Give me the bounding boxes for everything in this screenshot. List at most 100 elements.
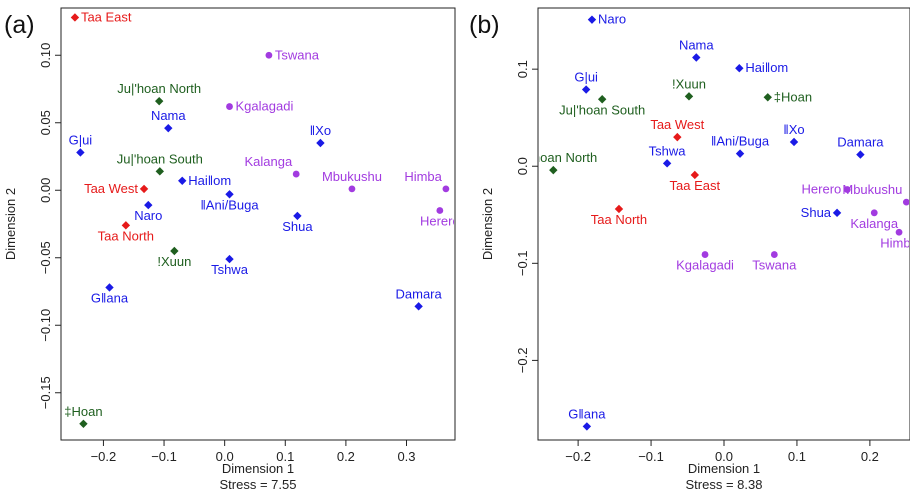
data-point — [226, 103, 233, 110]
point-label: G|ui — [69, 132, 93, 147]
data-point — [79, 419, 88, 428]
point-label: Herero — [802, 182, 842, 197]
point-label: Ju|'hoan North — [513, 150, 597, 165]
point-label: Herero — [420, 214, 460, 229]
data-point — [154, 96, 164, 106]
y-tick-label: 0.0 — [515, 157, 530, 175]
data-point — [170, 246, 179, 256]
panel-b: (b) −0.2 −0.1 0.0 0.1 0.2 −0.2 −0.1 0.0 0.1 Naro… — [469, 7, 910, 492]
point-label: Shua — [282, 219, 313, 234]
data-point — [265, 51, 273, 59]
x-tick-label: 0.0 — [216, 449, 234, 464]
data-point — [442, 185, 450, 193]
data-point — [684, 92, 694, 101]
plot-a-xlabel: Dimension 1 — [222, 461, 294, 476]
data-point — [225, 254, 234, 264]
data-point — [155, 167, 165, 176]
point-label: ‖Xo — [783, 122, 804, 137]
point-label: Taa West — [84, 181, 138, 196]
data-point — [832, 208, 842, 218]
point-label: Taa East — [670, 178, 721, 193]
point-label: Taa West — [650, 117, 704, 132]
data-point — [121, 221, 131, 230]
data-point — [614, 204, 624, 214]
point-label: Shua — [801, 205, 832, 220]
plot-b-axes: −0.2 −0.1 0.0 0.1 0.2 −0.2 −0.1 0.0 0.1 — [515, 60, 879, 464]
data-point — [662, 159, 672, 168]
data-point — [735, 149, 745, 158]
data-point — [582, 422, 592, 431]
data-point — [581, 85, 591, 94]
data-point — [549, 165, 558, 175]
x-tick-label: −0.1 — [638, 449, 664, 464]
data-point — [144, 200, 153, 210]
data-point — [902, 198, 909, 206]
plot-a-ylabel: Dimension 2 — [3, 188, 18, 260]
panel-a: (a) −0.2 −0.1 0.0 0.1 0.2 0.3 −0.15 −0.10 −0.05 0… — [3, 7, 460, 492]
data-point — [178, 176, 187, 185]
data-point — [348, 185, 356, 193]
point-label: !Xuun — [157, 254, 191, 269]
plot-b-xlabel: Dimension 1 — [688, 461, 760, 476]
point-label: ‖Ani/Buga — [200, 197, 259, 212]
point-label: G|ui — [574, 70, 598, 85]
data-point — [414, 302, 423, 311]
point-label: !Xuun — [672, 76, 706, 91]
data-point — [164, 123, 173, 133]
point-label: ‡Hoan — [64, 404, 102, 419]
y-tick-label: 0.1 — [515, 60, 530, 78]
x-tick-label: −0.1 — [151, 449, 177, 464]
y-tick-label: −0.2 — [515, 348, 530, 374]
point-label: Himba — [880, 235, 910, 250]
y-tick-label: −0.05 — [38, 241, 53, 274]
point-label: G‖ana — [568, 406, 606, 421]
data-point — [436, 207, 444, 214]
data-point — [225, 190, 234, 199]
data-point — [789, 137, 799, 147]
data-point — [292, 170, 300, 178]
point-label: Ju|'hoan North — [117, 81, 201, 96]
data-point — [587, 15, 597, 24]
x-tick-label: −0.2 — [91, 449, 117, 464]
point-label: Taa East — [81, 9, 132, 24]
point-label: Naro — [598, 12, 626, 27]
point-label: Ju|'hoan South — [117, 151, 203, 166]
point-label: Hai‖om — [188, 173, 231, 188]
plot-b-ylabel: Dimension 2 — [480, 188, 495, 260]
point-label: Nama — [151, 108, 186, 123]
data-point — [293, 211, 302, 221]
y-tick-label: 0.00 — [38, 178, 53, 203]
data-point — [701, 251, 709, 258]
point-label: Kalanga — [244, 154, 292, 169]
data-point — [856, 150, 865, 159]
x-tick-label: 0.3 — [397, 449, 415, 464]
point-label: Damara — [396, 286, 443, 301]
data-point — [692, 53, 701, 62]
point-label: Mbukushu — [322, 169, 382, 184]
data-point — [139, 184, 149, 194]
data-point — [690, 170, 700, 180]
point-label: Hai‖om — [745, 60, 788, 75]
plot-b-stress: Stress = 8.38 — [686, 477, 763, 492]
data-point — [735, 63, 744, 73]
data-point — [70, 13, 80, 22]
y-tick-label: 0.05 — [38, 110, 53, 135]
point-label: Taa North — [591, 212, 647, 227]
data-point — [843, 186, 851, 193]
plot-a-axes: −0.2 −0.1 0.0 0.1 0.2 0.3 −0.15 −0.10 −0.05 0.00 0… — [38, 43, 416, 464]
data-point — [895, 228, 903, 236]
point-label: Damara — [837, 135, 884, 150]
point-label: Nama — [679, 38, 714, 53]
x-tick-label: −0.2 — [565, 449, 591, 464]
panel-a-label: (a) — [4, 11, 35, 39]
x-tick-label: 0.1 — [788, 449, 806, 464]
point-label: G‖ana — [91, 290, 129, 305]
x-tick-label: 0.0 — [715, 449, 733, 464]
y-tick-label: −0.15 — [38, 376, 53, 409]
point-label: ‖Xo — [310, 123, 331, 138]
point-label: ‡Hoan — [774, 89, 812, 104]
data-point — [316, 138, 325, 148]
data-point — [673, 132, 682, 142]
point-label: Tswana — [752, 258, 797, 273]
